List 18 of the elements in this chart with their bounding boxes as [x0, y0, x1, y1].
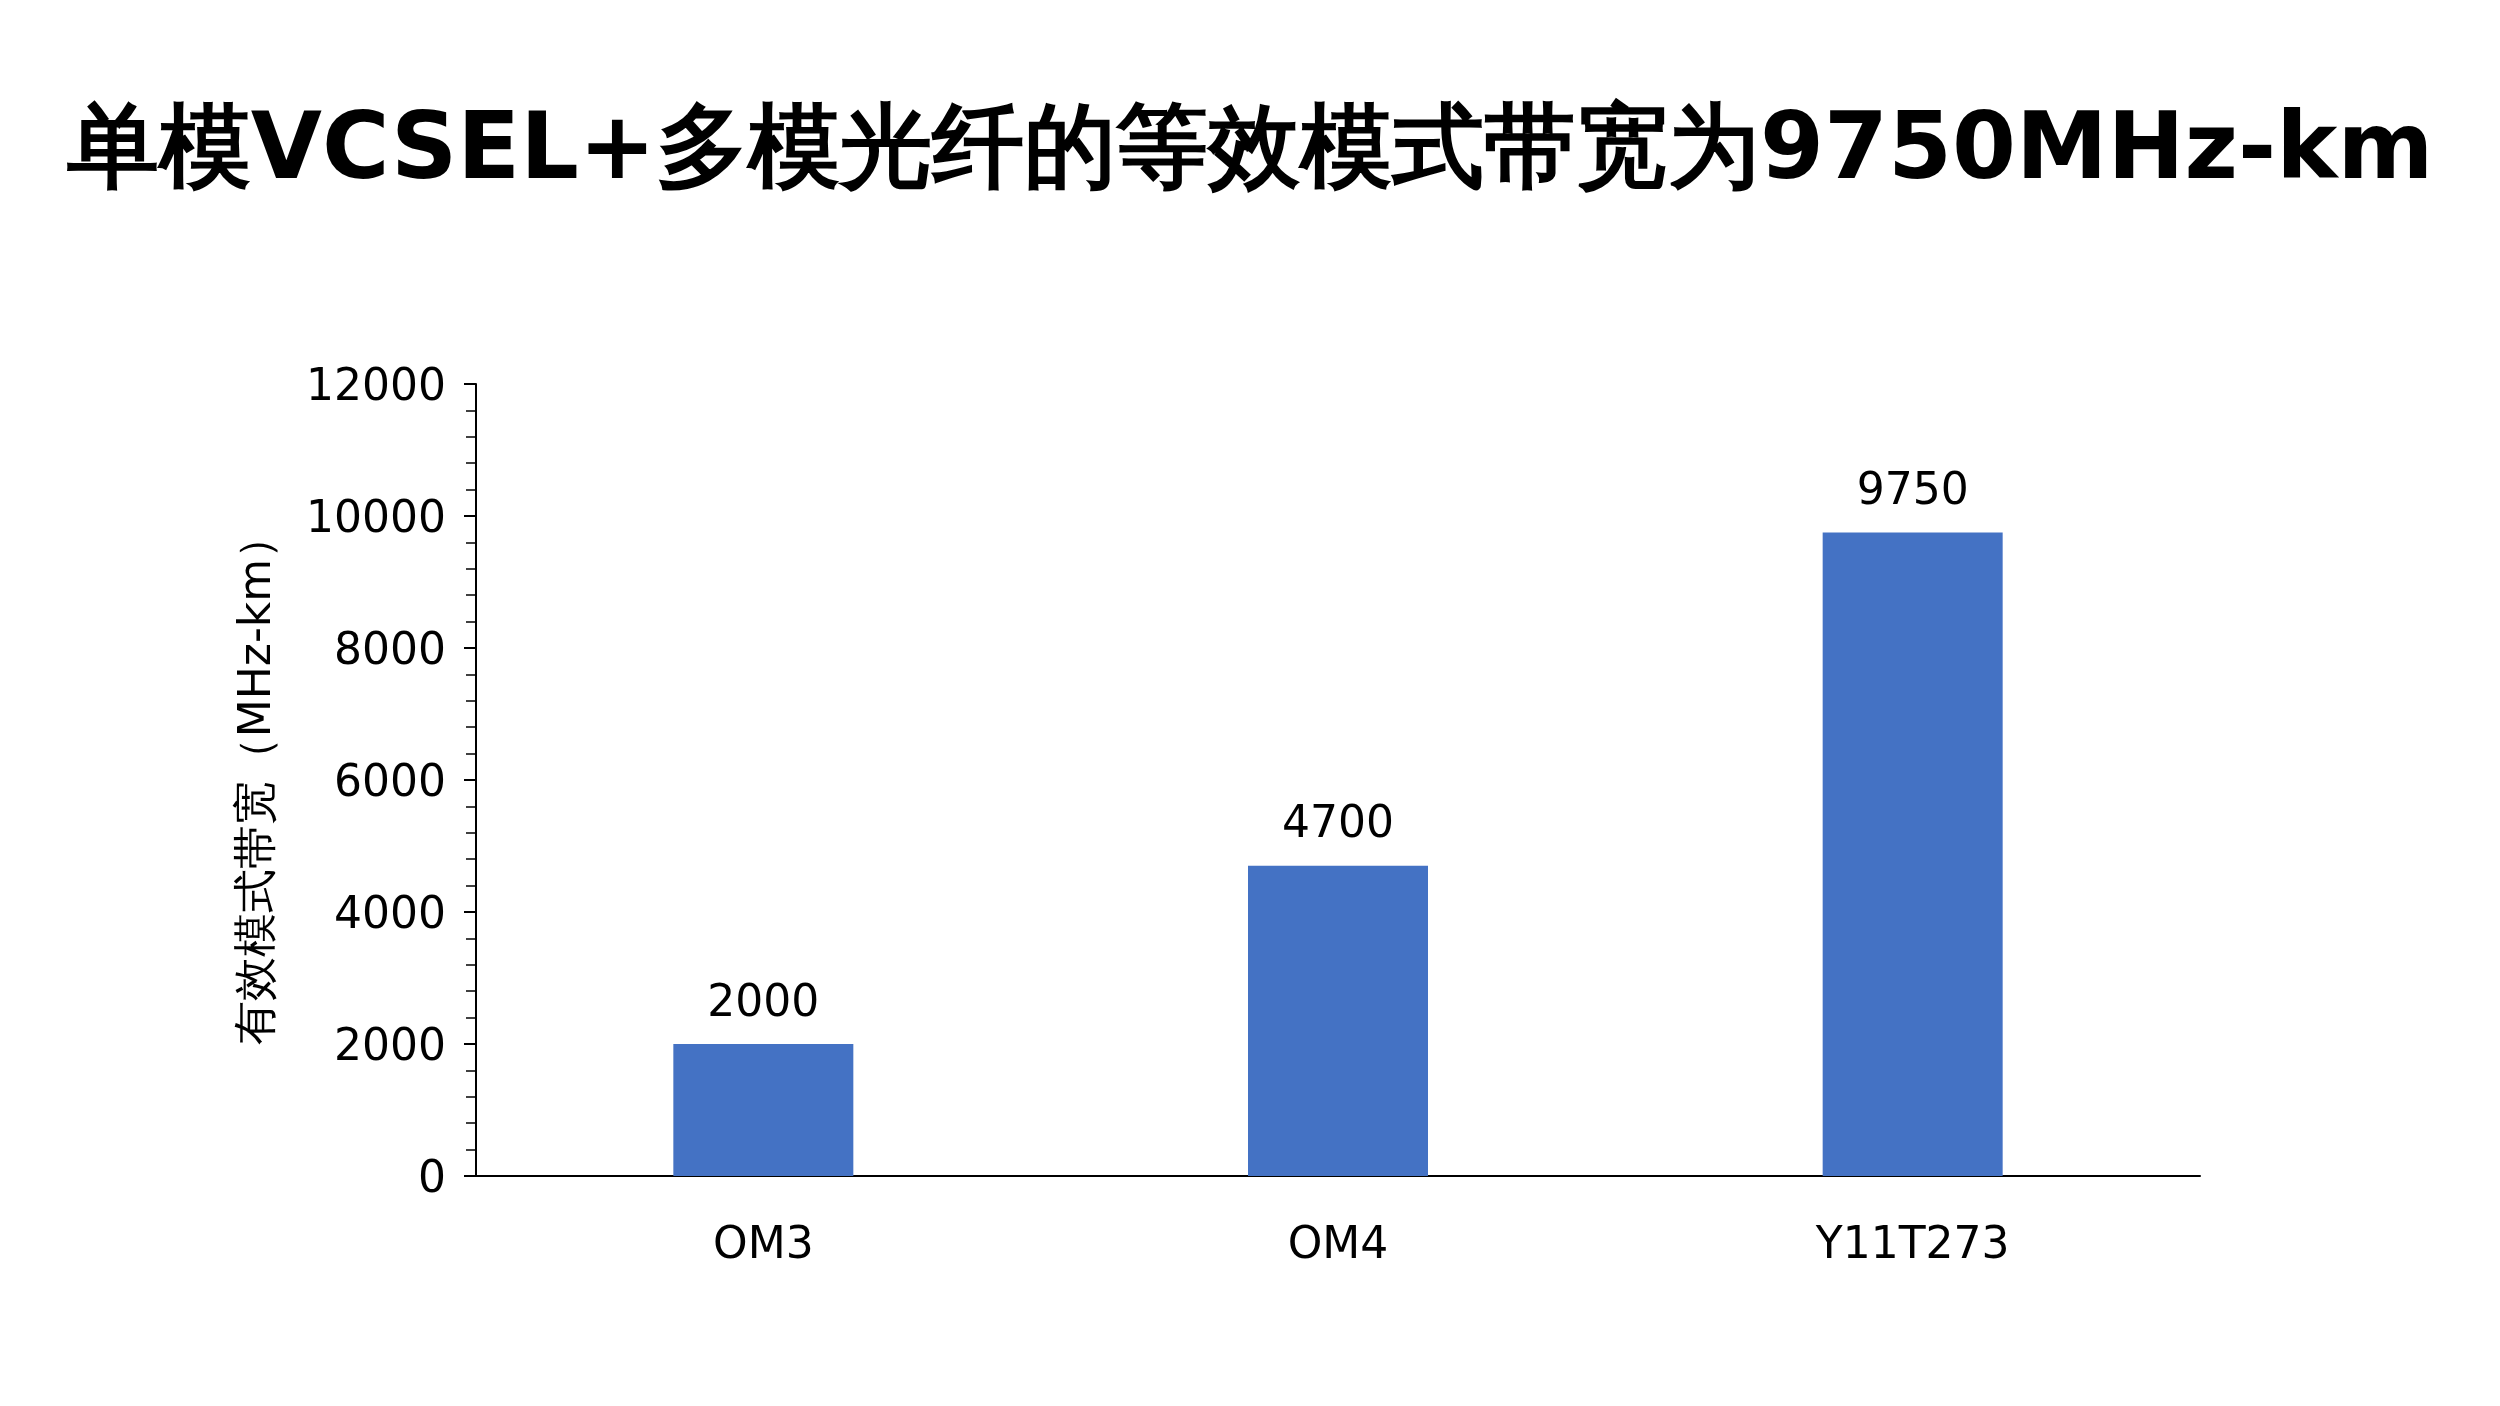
data-label: 9750	[1856, 463, 1969, 514]
y-tick-label: 4000	[334, 886, 446, 938]
y-tick-label: 8000	[334, 622, 446, 674]
y-axis-title: 有效模式带宽（MHz-km）	[228, 514, 280, 1046]
y-tick-label: 6000	[334, 754, 446, 806]
bar	[1822, 532, 2003, 1176]
y-tick-label: 12000	[306, 358, 446, 410]
x-tick-label: Y11T273	[1814, 1216, 2010, 1268]
y-tick-label: 0	[418, 1150, 446, 1202]
x-tick-label: OM3	[713, 1216, 814, 1268]
data-label: 4700	[1282, 796, 1394, 848]
y-tick-label: 2000	[334, 1018, 446, 1070]
chart-title: 单模VCSEL+多模光纤的等效模式带宽为9750MHz-km	[65, 92, 2434, 200]
x-tick-label: OM4	[1287, 1216, 1389, 1268]
data-label: 2000	[707, 974, 820, 1026]
y-tick-label: 10000	[306, 490, 446, 542]
bar	[673, 1044, 854, 1176]
bar	[1248, 865, 1428, 1176]
